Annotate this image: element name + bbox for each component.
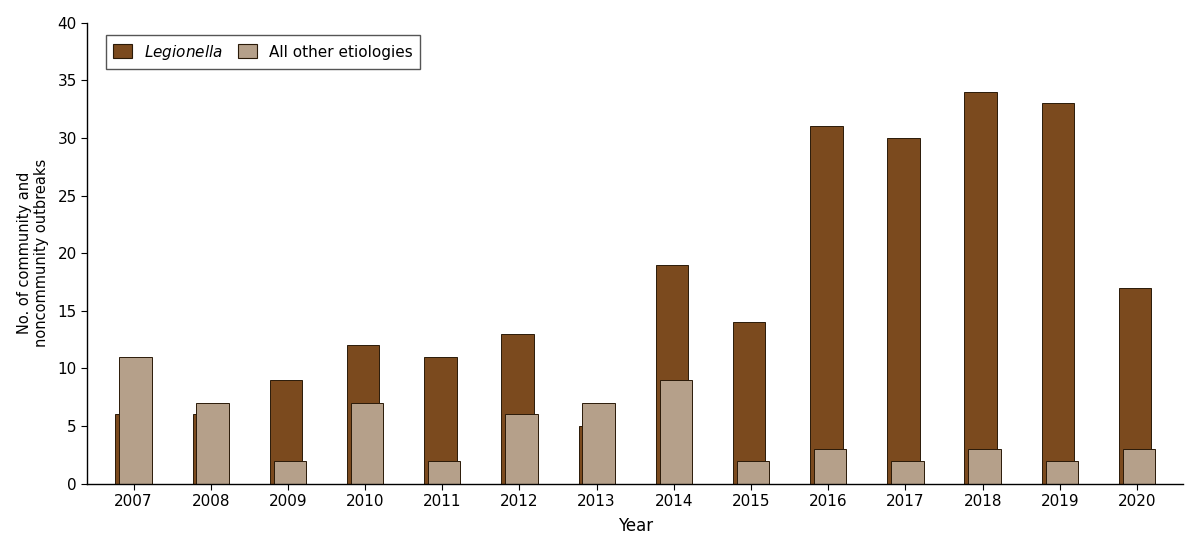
Bar: [119, 357, 151, 484]
Bar: [1123, 449, 1156, 484]
Bar: [270, 380, 302, 484]
Bar: [350, 403, 383, 484]
Bar: [578, 426, 611, 484]
Bar: [192, 415, 224, 484]
Bar: [892, 460, 924, 484]
Bar: [347, 346, 379, 484]
Bar: [1042, 103, 1074, 484]
Bar: [428, 460, 461, 484]
Bar: [660, 380, 692, 484]
Legend: $\it{Legionella}$, All other etiologies: $\it{Legionella}$, All other etiologies: [106, 35, 420, 69]
Bar: [887, 138, 919, 484]
X-axis label: Year: Year: [618, 517, 653, 535]
Y-axis label: No. of community and
noncommunity outbreaks: No. of community and noncommunity outbre…: [17, 159, 49, 347]
Bar: [274, 460, 306, 484]
Bar: [655, 264, 688, 484]
Bar: [1118, 288, 1151, 484]
Bar: [814, 449, 846, 484]
Bar: [502, 334, 534, 484]
Bar: [733, 322, 766, 484]
Bar: [115, 415, 148, 484]
Bar: [424, 357, 456, 484]
Bar: [810, 126, 842, 484]
Bar: [1045, 460, 1078, 484]
Bar: [197, 403, 229, 484]
Bar: [968, 449, 1001, 484]
Bar: [582, 403, 614, 484]
Bar: [737, 460, 769, 484]
Bar: [505, 415, 538, 484]
Bar: [965, 92, 997, 484]
